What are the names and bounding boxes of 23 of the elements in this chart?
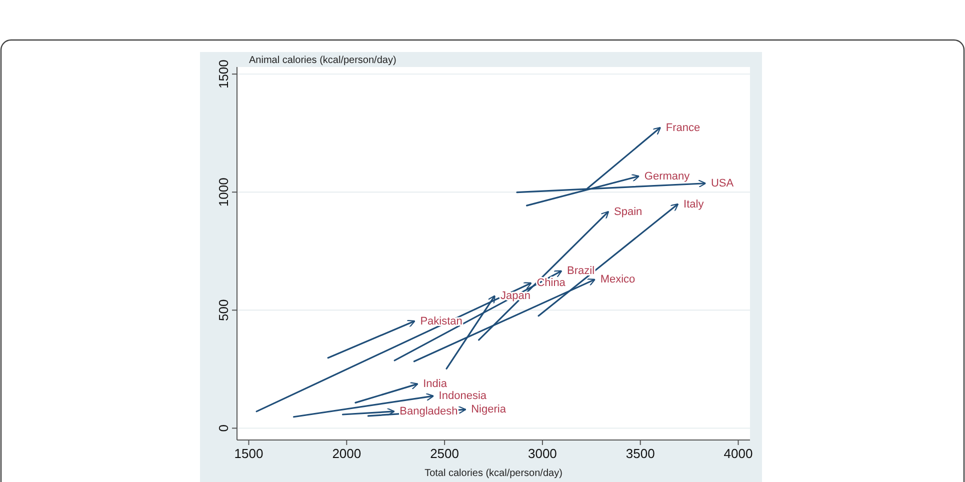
- x-tick-label: 3500: [626, 446, 655, 461]
- y-tick-label: 500: [216, 299, 231, 322]
- series-label: Nigeria: [471, 404, 507, 416]
- series-label: Germany: [644, 170, 690, 182]
- series-label: France: [666, 122, 700, 134]
- x-tick-label: 2500: [430, 446, 460, 461]
- x-axis-title: Total calories (kcal/person/day): [424, 468, 562, 479]
- y-tick-label: 0: [216, 424, 231, 432]
- series-label: India: [423, 378, 448, 390]
- x-tick-label: 2000: [332, 446, 362, 461]
- series-label: Mexico: [600, 274, 636, 286]
- y-axis-title: Animal calories (kcal/person/day): [249, 55, 396, 66]
- series-label: Italy: [684, 198, 704, 210]
- x-tick-label: 4000: [724, 446, 753, 461]
- series-label: China: [536, 277, 566, 290]
- series-label: Indonesia: [438, 390, 488, 402]
- series-label: Spain: [614, 206, 642, 218]
- series-label: USA: [710, 177, 734, 190]
- series-label: Brazil: [567, 265, 595, 278]
- x-tick-label: 1500: [234, 446, 264, 461]
- x-tick-label: 3000: [528, 446, 557, 461]
- y-tick-label: 1000: [216, 178, 231, 207]
- y-tick-label: 1500: [216, 60, 231, 89]
